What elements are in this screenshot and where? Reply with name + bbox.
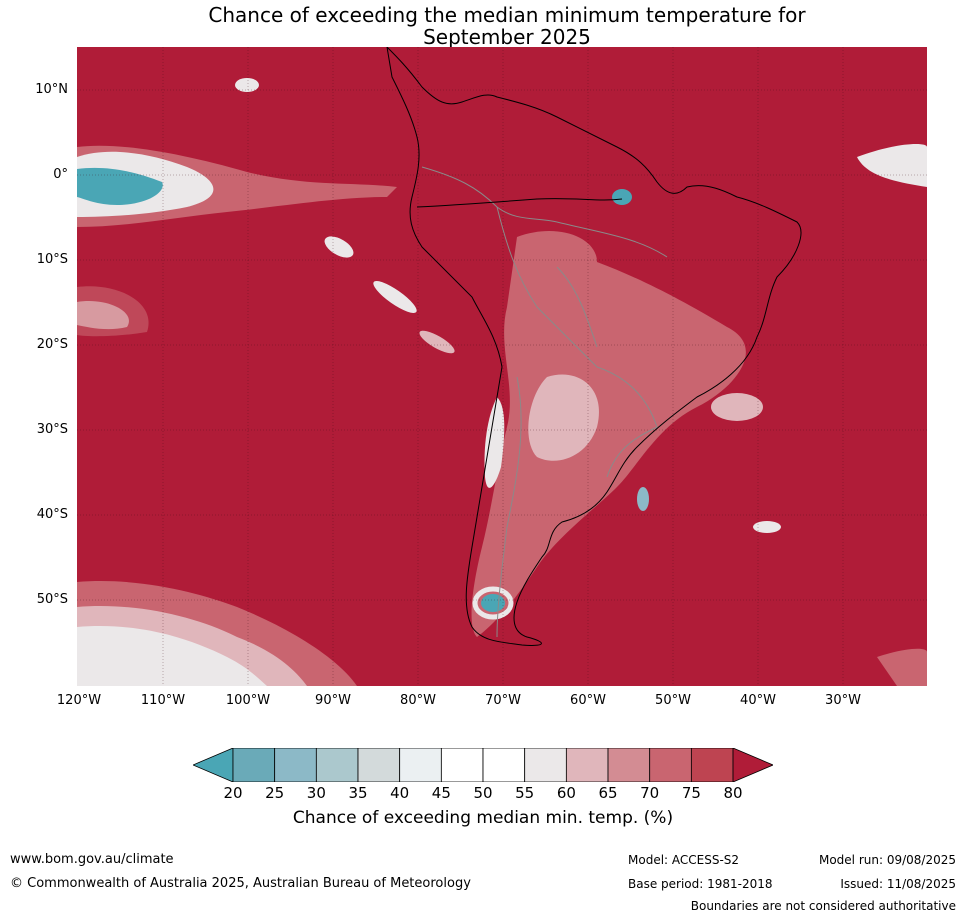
lat-label-20s: 20°S [36, 337, 68, 352]
footer-base-period: Base period: 1981-2018 [628, 877, 773, 891]
colorbar-tick-label: 40 [390, 784, 410, 802]
colorbar-segment [357, 748, 401, 782]
colorbar-tick-label: 25 [265, 784, 285, 802]
patch [373, 281, 417, 313]
footer-issued: Issued: 11/08/2025 [840, 877, 956, 891]
title-line-2: September 2025 [423, 25, 591, 49]
colorbar-segment [232, 748, 276, 782]
colorbar-segments [193, 748, 773, 782]
colorbar-segment [315, 748, 359, 782]
lon-label-50w: 50°W [655, 693, 691, 708]
lat-label-50s: 50°S [36, 592, 68, 607]
continent-light-patch [528, 374, 599, 461]
colorbar-tick-label: 20 [223, 784, 243, 802]
footer-model-run: Model run: 09/08/2025 [818, 853, 956, 867]
lon-label-40w: 40°W [740, 693, 776, 708]
coastline [386, 47, 802, 646]
andes-white-patch [484, 397, 505, 488]
patagonia-white-ring [472, 586, 514, 620]
colorbar-tick-label: 60 [556, 784, 576, 802]
title-line-1: Chance of exceeding the median minimum t… [208, 3, 806, 27]
colorbar-segment [482, 748, 526, 782]
far-east-southern-patch [877, 648, 927, 686]
colorbar-tick-label: 35 [348, 784, 368, 802]
colorbar-tick-label: 70 [640, 784, 660, 802]
patch [711, 393, 763, 421]
colorbar-segment [565, 748, 609, 782]
colorbar-segment [607, 748, 651, 782]
patch [753, 521, 781, 533]
footer-disclaimer: Boundaries are not considered authoritat… [690, 899, 956, 913]
footer-copyright: © Commonwealth of Australia 2025, Austra… [10, 876, 471, 891]
pacific-blue-patch [77, 167, 163, 205]
patch [419, 330, 455, 354]
east-pacific-patch [857, 144, 927, 187]
colorbar-extension-low [193, 748, 234, 782]
continent-mid-probability [471, 231, 746, 637]
patagonia-blue-patch [481, 594, 505, 612]
colorbar-extension-high [732, 748, 773, 782]
colorbar-tick-label: 55 [515, 784, 535, 802]
lat-label-10n: 10°N [35, 82, 68, 97]
lon-label-110w: 110°W [140, 693, 186, 708]
patch [235, 78, 259, 92]
map-title: Chance of exceeding the median minimum t… [0, 4, 965, 48]
lat-label-10s: 10°S [36, 252, 68, 267]
probability-map [77, 47, 927, 686]
lon-label-80w: 80°W [400, 693, 436, 708]
colorbar-segment [524, 748, 567, 782]
patch [324, 236, 354, 258]
colorbar-tick-label: 50 [473, 784, 493, 802]
amazon-river [416, 198, 623, 208]
colorbar-tick-label: 30 [306, 784, 326, 802]
southern-pacific-white [77, 626, 267, 686]
footer-url[interactable]: www.bom.gov.au/climate [10, 852, 174, 867]
colorbar-tick-label: 80 [723, 784, 743, 802]
colorbar-tick-label: 45 [431, 784, 451, 802]
colorbar-segment [440, 748, 484, 782]
lon-label-120w: 120°W [56, 693, 102, 708]
colorbar-label: Chance of exceeding median min. temp. (%… [292, 808, 674, 828]
colorbar-segment [274, 748, 317, 782]
lat-label-0: 0° [53, 167, 68, 182]
lat-label-30s: 30°S [36, 422, 68, 437]
lon-label-70w: 70°W [485, 693, 521, 708]
footer-model: Model: ACCESS-S2 [628, 853, 740, 867]
colorbar-tick-label: 65 [598, 784, 618, 802]
amazon-blue-patch [612, 189, 632, 205]
colorbar [193, 748, 773, 782]
colorbar-tick-label: 75 [681, 784, 701, 802]
lon-label-60w: 60°W [570, 693, 606, 708]
graticule [77, 47, 927, 686]
lon-label-30w: 30°W [825, 693, 861, 708]
atlantic-blue-patch [637, 487, 649, 511]
colorbar-segment [399, 748, 442, 782]
colorbar-segment [649, 748, 692, 782]
country-borders [421, 166, 668, 638]
west-coast-patch-outer [77, 286, 149, 337]
lat-label-40s: 40°S [36, 507, 68, 522]
lon-label-90w: 90°W [315, 693, 351, 708]
lon-label-100w: 100°W [225, 693, 271, 708]
colorbar-segment [690, 748, 734, 782]
